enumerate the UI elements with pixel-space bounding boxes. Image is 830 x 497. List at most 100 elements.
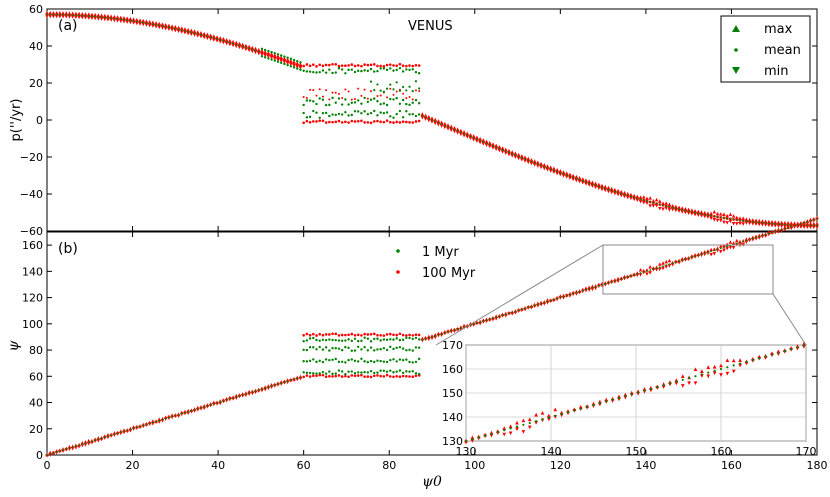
a-green-chaotic-mean [398, 102, 402, 105]
a-red-max-point [651, 199, 656, 203]
a-green-chaotic-min [411, 112, 414, 116]
a-red-min-point [645, 201, 649, 205]
b-green-chaotic-max [373, 337, 376, 341]
a-ytick-label: 40 [29, 40, 43, 53]
b-red-max-point [718, 244, 723, 248]
b-red-min-point [96, 439, 101, 443]
a-red-chaotic-max [395, 64, 399, 68]
b-red-chaotic-min [372, 374, 376, 378]
a-green-chaotic-mean [417, 102, 421, 105]
b-xtick-label: 40 [211, 459, 225, 472]
b-red-chaotic-max [408, 333, 411, 337]
a-green-mean-point [751, 220, 754, 223]
b-red-min-point [125, 429, 129, 434]
a-green-mean-point [203, 34, 206, 37]
a-green-mean-point [774, 223, 777, 225]
b-red-max-point [151, 419, 155, 423]
a-green-chaotic-mean [308, 99, 312, 102]
b-green-chaotic-min [340, 370, 344, 373]
inset-green-point [745, 360, 748, 363]
a-red-chaotic-min [363, 121, 366, 124]
a-green-chaotic-extra [382, 90, 385, 93]
a-green-mean-point [148, 22, 151, 25]
b-green-point [658, 266, 661, 268]
b-red-min-point [677, 260, 681, 265]
a-green-chaotic-mean [405, 102, 408, 106]
inset-green-point [802, 344, 805, 347]
b-red-chaotic-min [366, 375, 370, 378]
b-green-point [578, 290, 581, 293]
a-red-chaotic-max [369, 63, 373, 67]
b-red-min-point [192, 409, 197, 413]
b-red-min-point [670, 262, 675, 267]
b-green-point [129, 428, 132, 431]
a-green-chaotic-mean [382, 102, 386, 105]
b-green-chaotic-min [408, 370, 411, 373]
a-red-chaotic-max [308, 64, 312, 68]
b-green-chaotic-mid [392, 358, 395, 361]
b-green-point [784, 227, 786, 230]
b-green-point [225, 399, 228, 401]
a-green-mean-point [806, 224, 809, 227]
b-red-min-point [478, 322, 482, 326]
a-green-mean-point [437, 121, 440, 124]
b-green-chaotic-max [414, 336, 418, 340]
inset-red-max-point [700, 369, 704, 373]
a-green-mean-point [710, 214, 713, 217]
a-green-chaotic-min [350, 113, 353, 117]
b-red-chaotic-min [347, 375, 350, 379]
b-green-chaotic-mean [334, 347, 337, 350]
a-green-mean-point [55, 13, 58, 16]
a-green-chaotic-extra [398, 89, 402, 92]
a-red-chaotic-mean [305, 96, 308, 99]
b-green-point [222, 399, 225, 402]
a-red-chaotic-max [334, 63, 338, 66]
b-green-point [758, 235, 761, 238]
a-red-chaotic-mean [386, 96, 389, 99]
b-red-max-point [86, 438, 91, 443]
b-red-min-point [590, 287, 595, 292]
a-green-chaotic-min [414, 114, 418, 118]
b-green-point [780, 228, 783, 231]
a-red-chaotic-min [392, 121, 395, 124]
a-green-chaotic-mean [360, 102, 363, 105]
a-green-chaotic-extra [376, 83, 379, 86]
b-green-chaotic-mean [312, 346, 315, 349]
b-green-point [671, 262, 674, 265]
a-green-chaotic-max [385, 68, 389, 72]
a-green-mean-point [135, 20, 138, 23]
inset-green-point [739, 362, 742, 365]
a-green-mean-point [196, 32, 199, 35]
inset-red-min-point [719, 373, 723, 377]
b-red-min-point [122, 430, 126, 435]
a-red-chaotic-mean [402, 92, 405, 95]
a-green-mean-point [501, 149, 504, 151]
a-green-chaotic-max [414, 70, 418, 74]
a-green-chaotic-extra [411, 90, 414, 93]
a-green-chaotic-extra [408, 85, 411, 88]
a-red-chaotic-mean [331, 91, 334, 94]
b-green-chaotic-mid [411, 361, 414, 364]
a-green-chaotic-max [340, 68, 344, 71]
b-green-point [190, 409, 193, 412]
inset-red-max-point [521, 418, 526, 423]
a-red-chaotic-max [302, 64, 305, 68]
b-red-min-point [487, 318, 492, 323]
a-green-chaotic-min [324, 111, 328, 115]
b-green-point [488, 318, 491, 321]
a-green-mean-point [440, 123, 443, 126]
b-red-min-point [234, 396, 239, 400]
b-green-point [434, 335, 437, 337]
b-green-point [755, 236, 757, 239]
b-green-point [508, 312, 510, 315]
b-red-chaotic-min [344, 374, 347, 378]
inset-data [464, 341, 806, 445]
legend-100myr-label: 100 Myr [422, 266, 476, 281]
a-green-chaotic-min [366, 113, 370, 116]
b-red-max-point [247, 389, 251, 394]
b-green-point [427, 337, 430, 339]
b-green-point [110, 434, 113, 437]
b-green-point [456, 328, 459, 330]
a-green-point [289, 65, 293, 68]
a-green-point [283, 62, 286, 66]
